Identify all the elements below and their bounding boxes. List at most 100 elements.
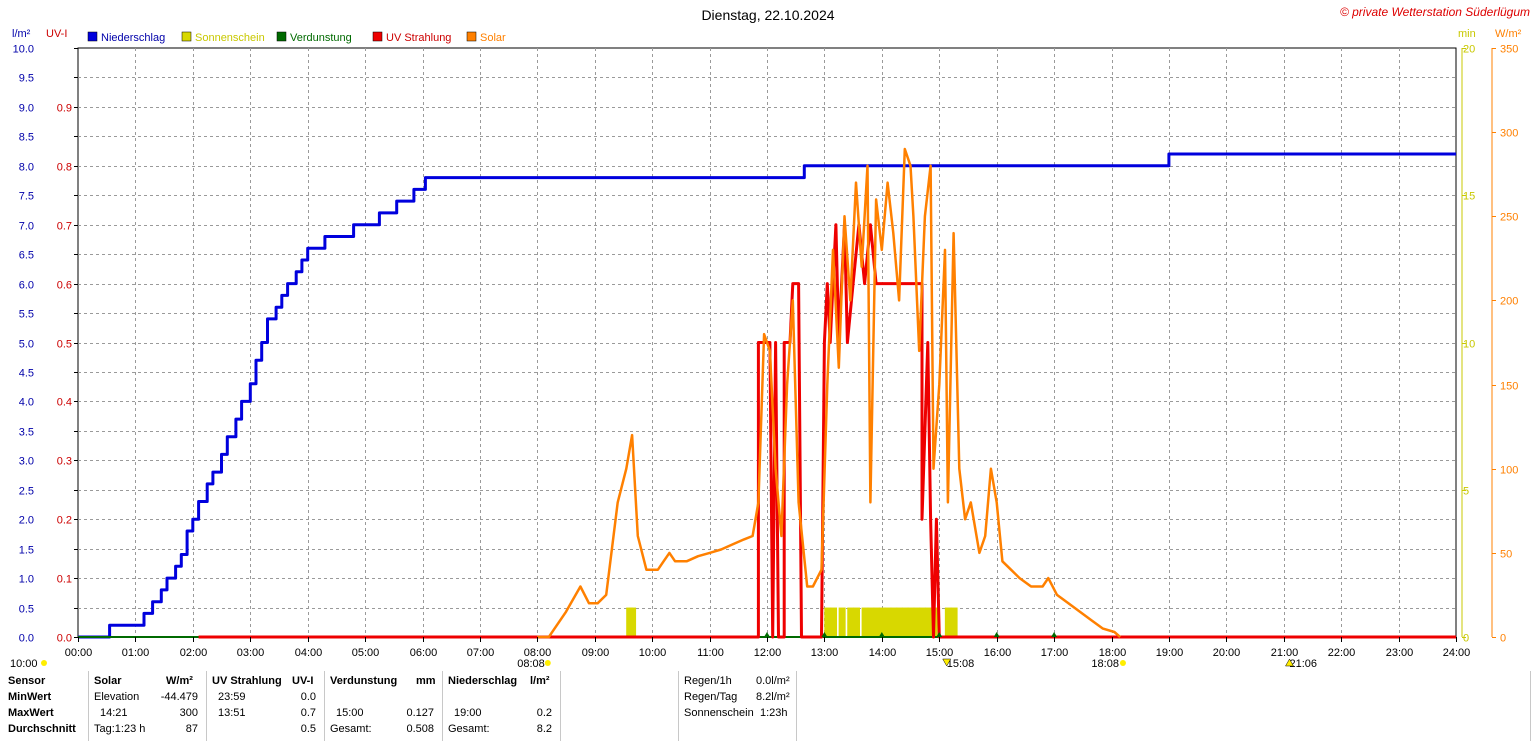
summary-value-1: 8.2l/m² bbox=[756, 691, 790, 703]
sunshine-bar bbox=[838, 607, 846, 637]
moon-other-icon bbox=[1285, 658, 1294, 667]
tick-label-time: 22:00 bbox=[1328, 647, 1356, 659]
tick-label-rain: 5.0 bbox=[19, 339, 34, 351]
tick-label-time: 05:00 bbox=[352, 647, 380, 659]
tick-label-rain: 4.5 bbox=[19, 368, 34, 380]
uv-min-time: 23:59 bbox=[218, 691, 246, 703]
evap-marker bbox=[764, 632, 770, 637]
tick-label-solar: 200 bbox=[1500, 296, 1518, 308]
table-divider bbox=[206, 671, 207, 741]
sunshine-bar bbox=[824, 607, 832, 637]
evap-total-val: 0.508 bbox=[406, 723, 434, 735]
tick-label-solar: 0 bbox=[1500, 633, 1506, 645]
tick-label-time: 16:00 bbox=[984, 647, 1012, 659]
legend-swatch bbox=[87, 31, 98, 42]
tick-label-time: 08:00 bbox=[524, 647, 552, 659]
evap-marker bbox=[936, 632, 943, 637]
hdr-rain-unit: l/m² bbox=[530, 675, 550, 687]
solar-avg-val: 87 bbox=[185, 723, 198, 735]
tick-label-solar: 100 bbox=[1500, 465, 1518, 477]
tick-label-rain: 9.5 bbox=[19, 73, 34, 85]
sunshine-bar bbox=[847, 607, 855, 637]
sunshine-bar bbox=[919, 607, 927, 637]
tick-label-time: 24:00 bbox=[1443, 647, 1471, 659]
tick-label-time: 01:00 bbox=[122, 647, 150, 659]
chart-legend: Niederschlag Sonnenschein Verdunstung UV St… bbox=[87, 31, 506, 44]
tick-label-time: 13:00 bbox=[811, 647, 839, 659]
evap-marker bbox=[821, 632, 828, 637]
tick-label-time: 12:00 bbox=[754, 647, 782, 659]
sunshine-bar bbox=[890, 607, 898, 637]
tick-label-sun: 10 bbox=[1463, 339, 1475, 351]
uv-line bbox=[198, 223, 1456, 639]
summary-label-0: Regen/1h bbox=[684, 675, 732, 687]
tick-label-rain: 8.0 bbox=[19, 162, 34, 174]
uv-avg-val: 0.5 bbox=[300, 723, 316, 735]
tick-label-time: 04:00 bbox=[295, 647, 323, 659]
legend-swatch bbox=[276, 31, 287, 42]
sunrise-label: 08:08 bbox=[517, 658, 545, 670]
chart-axes: 0.0 0.5 1.0 1.5 2.0 2.5 3.0 3.5 4.0 4.5 5.0 5.5 6.0 6… bbox=[10, 44, 1518, 671]
chart-title: Dienstag, 22.10.2024 bbox=[701, 7, 834, 23]
tick-label-rain: 0.5 bbox=[19, 604, 34, 616]
tick-label-solar: 350 bbox=[1500, 44, 1518, 56]
moonrise-icon bbox=[942, 658, 952, 667]
rain-total-label: Gesamt: bbox=[448, 723, 490, 735]
tick-label-rain: 4.0 bbox=[19, 397, 34, 409]
tick-label-rain: 5.5 bbox=[19, 309, 34, 321]
table-divider bbox=[324, 671, 325, 741]
row-label-avg: Durchschnitt bbox=[8, 723, 76, 735]
tick-label-uv: 0.8 bbox=[57, 162, 72, 174]
hdr-uv-unit: UV-I bbox=[292, 675, 314, 687]
moonset-dot bbox=[41, 660, 47, 666]
unit-uv: UV-I bbox=[46, 28, 67, 40]
moonrise-label: 15:08 bbox=[947, 658, 975, 670]
sunshine-bar bbox=[913, 607, 921, 637]
tick-label-time: 06:00 bbox=[410, 647, 438, 659]
evap-total-label: Gesamt: bbox=[330, 723, 372, 735]
legend-label: Solar bbox=[480, 32, 506, 44]
tick-label-time: 14:00 bbox=[869, 647, 897, 659]
tick-label-rain: 2.0 bbox=[19, 515, 34, 527]
tick-label-time: 00:00 bbox=[65, 647, 93, 659]
sunshine-bar bbox=[852, 607, 860, 637]
hdr-solar-unit: W/m² bbox=[166, 675, 193, 687]
tick-label-sun: 20 bbox=[1463, 44, 1475, 56]
tick-label-solar: 150 bbox=[1500, 381, 1518, 393]
evap-marker bbox=[993, 632, 1000, 637]
summary-label-2: Sonnenschein bbox=[684, 707, 754, 719]
tick-label-uv: 0.5 bbox=[57, 339, 72, 351]
tick-label-time: 23:00 bbox=[1386, 647, 1414, 659]
tick-label-rain: 6.0 bbox=[19, 280, 34, 292]
rain-max-val: 0.2 bbox=[536, 707, 552, 719]
rain-line bbox=[78, 152, 1456, 639]
moonset-label: 10:00 bbox=[10, 658, 38, 670]
tick-label-time: 10:00 bbox=[639, 647, 667, 659]
tick-label-rain: 7.0 bbox=[19, 221, 34, 233]
legend-label: Verdunstung bbox=[290, 32, 352, 44]
hdr-evap: Verdunstung bbox=[330, 675, 398, 687]
sunshine-bar bbox=[830, 607, 838, 637]
unit-solar: W/m² bbox=[1495, 28, 1522, 40]
sunshine-bar bbox=[907, 607, 915, 637]
tick-label-solar: 300 bbox=[1500, 128, 1518, 140]
rain-max-time: 19:00 bbox=[454, 707, 482, 719]
tick-label-uv: 0.9 bbox=[57, 103, 72, 115]
sunshine-bar bbox=[896, 607, 904, 637]
tick-label-uv: 0.2 bbox=[57, 515, 72, 527]
tick-label-rain: 2.5 bbox=[19, 486, 34, 498]
table-divider bbox=[796, 671, 797, 741]
tick-label-uv: 0.7 bbox=[57, 221, 72, 233]
unit-sun: min bbox=[1458, 28, 1476, 40]
tick-label-rain: 0.0 bbox=[19, 633, 34, 645]
tick-label-rain: 9.0 bbox=[19, 103, 34, 115]
legend-label: Niederschlag bbox=[101, 32, 165, 44]
sunshine-bar bbox=[924, 607, 932, 637]
tick-label-sun: 15 bbox=[1463, 191, 1475, 203]
rain-total-val: 8.2 bbox=[536, 723, 552, 735]
tick-label-time: 21:00 bbox=[1271, 647, 1299, 659]
tick-label-time: 15:00 bbox=[926, 647, 954, 659]
copyright-text: © private Wetterstation Süderlügum bbox=[1340, 5, 1530, 19]
evap-max-val: 0.127 bbox=[406, 707, 434, 719]
sunset-label-dot bbox=[1119, 660, 1126, 666]
